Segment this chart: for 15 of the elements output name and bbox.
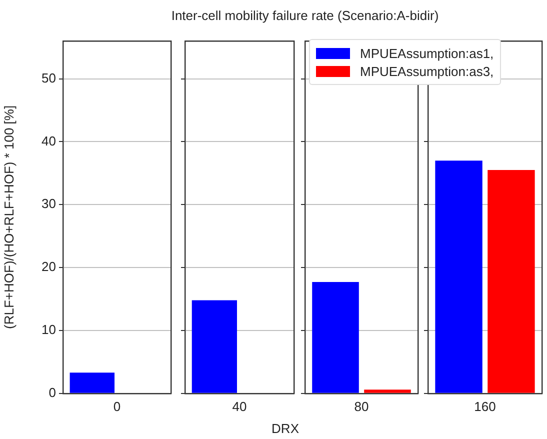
y-tick-label: 50: [42, 70, 56, 86]
y-tick-label: 0: [48, 384, 56, 400]
y-axis-title: (RLF+HOF)/(HO+RLF+HOF) * 100 [%]: [1, 105, 16, 329]
x-tick-label: 80: [354, 398, 369, 414]
y-tick-label: 40: [42, 133, 56, 148]
y-tick-label: 30: [42, 196, 56, 212]
x-tick-label: 0: [113, 398, 121, 414]
legend-label: MPUEAssumption:as3,: [360, 64, 494, 78]
x-tick-label: 40: [232, 398, 247, 414]
y-tick-label: 10: [42, 322, 56, 338]
legend-label: MPUEAssumption:as1,: [360, 46, 494, 60]
x-axis-title: DRX: [270, 421, 299, 436]
x-tick-label: 160: [474, 398, 496, 414]
y-tick-label: 20: [42, 259, 56, 274]
text: Inter-cell mobility failure rate (Scenario:A-bidir): [170, 8, 440, 23]
